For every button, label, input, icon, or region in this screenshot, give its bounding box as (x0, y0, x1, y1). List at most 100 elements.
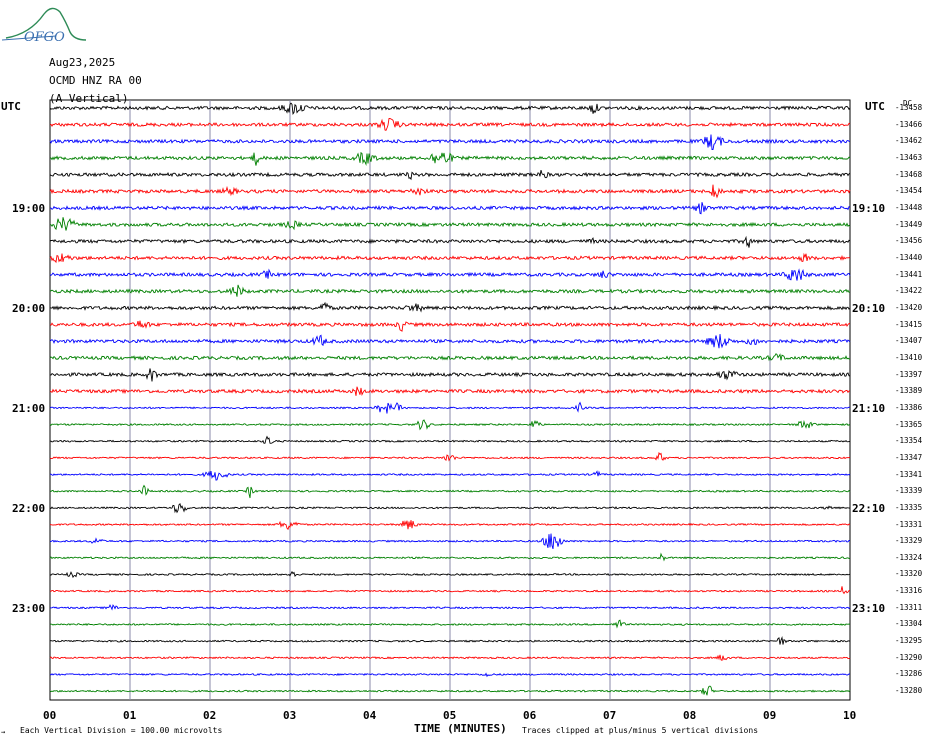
x-tick-label: 03 (283, 709, 297, 722)
hour-label-right: 22:10 (852, 501, 886, 515)
division-note: Each Vertical Division = 100.00 microvol… (20, 726, 223, 735)
seismic-trace (49, 604, 851, 611)
seismic-trace (49, 619, 851, 629)
trace-offset-label: -13304 (895, 619, 923, 629)
seismic-trace (49, 118, 851, 131)
seismic-trace (49, 252, 851, 264)
trace-offset-label: -13329 (895, 536, 923, 546)
right-utc-label: UTC (865, 100, 885, 113)
trace-offset-label: -13347 (895, 452, 923, 462)
trace-offset-label: -13407 (895, 336, 923, 346)
seismic-trace (49, 320, 851, 332)
x-tick-label: 09 (763, 709, 777, 722)
trace-offset-label: -13415 (895, 319, 923, 329)
trace-offset-label: -13440 (895, 252, 923, 262)
header-block: Aug23,2025 OCMD HNZ RA 00 (A Vertical) (49, 54, 142, 108)
x-tick-label: 10 (843, 709, 857, 722)
seismic-trace (49, 586, 851, 595)
seismic-trace (49, 268, 851, 281)
seismic-trace (49, 552, 851, 562)
hour-label-left: 20:00 (12, 301, 46, 315)
trace-offset-label: -13280 (895, 686, 923, 696)
seismic-trace (49, 533, 850, 550)
trace-offset-label: -13448 (895, 202, 923, 212)
trace-offset-label: -13335 (895, 502, 923, 512)
x-tick-label: 01 (123, 709, 137, 722)
seismic-trace (49, 235, 851, 248)
seismic-trace (49, 368, 851, 382)
seismic-trace (49, 284, 851, 297)
seismic-trace (49, 419, 851, 431)
trace-offset-label: -13295 (895, 636, 923, 646)
seismic-trace (49, 502, 851, 514)
trace-offset-label: -13341 (895, 469, 923, 479)
trace-offset-label: -13454 (895, 186, 923, 196)
trace-offset-label: -13320 (895, 569, 923, 579)
trace-offset-label: -13463 (895, 152, 923, 162)
x-tick-label: 05 (443, 709, 457, 722)
hour-label-right: 19:10 (852, 201, 886, 215)
seismic-trace (49, 570, 851, 579)
trace-offset-label: -13324 (895, 552, 923, 562)
trace-offset-label: -13397 (895, 369, 923, 379)
seismic-trace (49, 672, 850, 678)
trace-offset-label: -13422 (895, 286, 923, 296)
seismic-trace (50, 151, 851, 167)
trace-offset-label: -13339 (895, 486, 923, 496)
trace-offset-label: -13286 (895, 669, 923, 679)
seismic-trace (49, 184, 851, 199)
clip-note: Traces clipped at plus/minus 5 vertical … (522, 726, 759, 735)
trace-offset-label: -13389 (895, 386, 923, 396)
seismic-trace (49, 451, 851, 462)
seismic-trace (49, 636, 851, 645)
seismic-trace (49, 685, 851, 696)
trace-offset-label: -13458 (895, 103, 923, 112)
trace-offset-label: -13354 (895, 436, 923, 446)
seismic-trace (49, 134, 850, 151)
hour-label-right: 23:10 (852, 601, 886, 615)
x-tick-label: 02 (203, 709, 217, 722)
dc-marker: DC (903, 99, 913, 108)
trace-offset-label: -13420 (895, 302, 923, 312)
left-utc-label: UTC (1, 100, 21, 113)
trace-offset-label: -13365 (895, 419, 923, 429)
trace-offset-label: -13449 (895, 219, 923, 229)
seismic-trace (49, 334, 851, 349)
x-axis-title: TIME (MINUTES) (414, 722, 507, 735)
hour-label-right: 20:10 (852, 301, 886, 315)
trace-offset-label: -13386 (895, 402, 923, 412)
seismic-trace (49, 169, 851, 181)
hour-label-right: 21:10 (852, 401, 886, 415)
seismic-trace (49, 202, 851, 215)
hour-label-left: 22:00 (12, 501, 46, 515)
hour-label-left: 21:00 (12, 401, 46, 415)
trace-offset-label: -13468 (895, 169, 923, 179)
seismic-trace (49, 654, 851, 661)
trace-offset-label: -13290 (895, 652, 923, 662)
trace-offset-label: -13316 (895, 586, 923, 596)
hour-label-left: 23:00 (12, 601, 46, 615)
seismic-trace (49, 386, 850, 396)
x-tick-label: 00 (43, 709, 57, 722)
seismic-trace (49, 435, 851, 444)
seismic-trace (49, 520, 851, 531)
ofgo-logo: OFGO (1, 7, 87, 45)
logo-text: OFGO (24, 30, 65, 45)
x-tick-label: 06 (523, 709, 537, 722)
x-tick-label: 04 (363, 709, 377, 722)
seismic-trace (50, 301, 851, 313)
station-label: OCMD HNZ RA 00 (49, 74, 142, 87)
x-tick-label: 07 (603, 709, 617, 722)
trace-offset-label: -13311 (895, 602, 923, 612)
seismic-trace (49, 484, 851, 499)
seismic-trace (49, 217, 851, 231)
component-label: (A Vertical) (49, 92, 129, 105)
trace-offset-label: -13466 (895, 119, 923, 129)
seismic-trace (49, 470, 851, 481)
small-marker: → (1, 728, 6, 736)
date-label: Aug23,2025 (49, 56, 116, 69)
seismic-trace (49, 102, 851, 116)
trace-offset-label: -13331 (895, 519, 923, 529)
trace-offset-label: -13441 (895, 269, 923, 279)
